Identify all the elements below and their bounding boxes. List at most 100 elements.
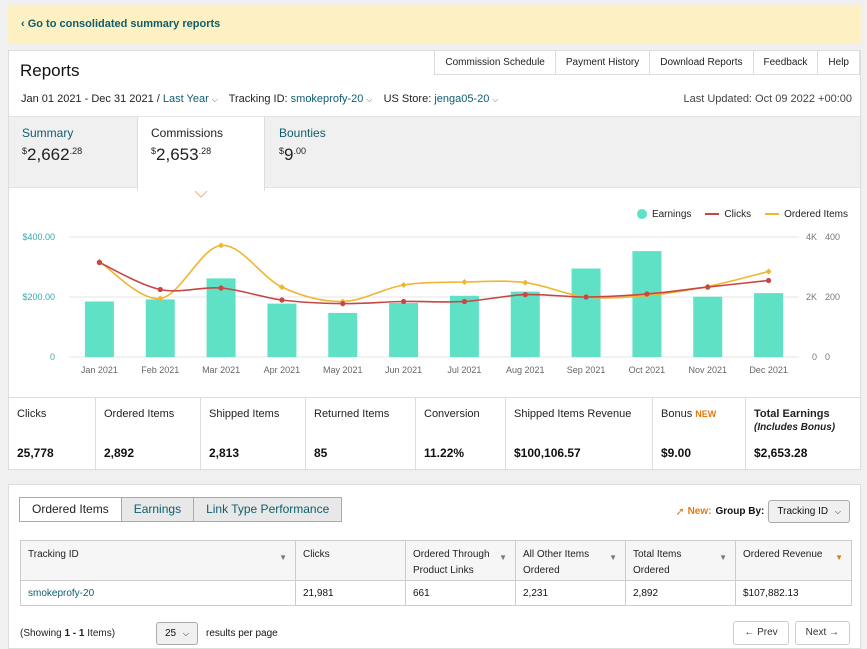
metric-clicks: Clicks 25,778 <box>9 398 96 471</box>
rocket-icon: ➚ <box>675 506 685 518</box>
x-tick-label: Oct 2021 <box>629 365 666 375</box>
col-ordered-through[interactable]: Ordered Through Product Links ▼ <box>405 540 516 581</box>
earnings-bar <box>389 303 419 357</box>
left-tick-label: $200.00 <box>22 292 55 302</box>
summary-tabs: Summary $2,662.28 Commissions $2,653.28 … <box>9 116 860 191</box>
feedback-link[interactable]: Feedback <box>752 51 819 75</box>
period-dropdown[interactable]: Last Year <box>162 93 209 105</box>
legend-ordered[interactable]: Ordered Items <box>765 209 848 220</box>
sort-icon: ▼ <box>279 553 287 562</box>
chevron-down-icon: ⌵ <box>211 95 218 104</box>
download-reports-link[interactable]: Download Reports <box>649 51 754 75</box>
new-badge: NEW <box>695 409 717 419</box>
details-panel: Ordered Items Earnings Link Type Perform… <box>8 484 861 649</box>
chart-lines <box>96 242 772 307</box>
earnings-bar <box>267 303 297 357</box>
legend-earnings[interactable]: Earnings <box>636 209 691 220</box>
clicks-point <box>157 286 163 293</box>
ordered-items-point <box>157 295 164 302</box>
chevron-down-icon: ⌵ <box>182 629 189 638</box>
tab-commissions[interactable]: Commissions $2,653.28 <box>137 117 265 191</box>
showing-count: (Showing 1 - 1 Items) <box>20 628 116 639</box>
table-row: smokeprofy-20 21,981 661 2,231 2,892 $10… <box>20 580 852 606</box>
x-tick-label: Feb 2021 <box>141 365 179 375</box>
sort-icon: ▼ <box>499 553 507 562</box>
x-tick-label: Jan 2021 <box>81 365 118 375</box>
left-tick-label: $400.00 <box>22 232 55 242</box>
tracking-id-link[interactable]: smokeprofy-20 <box>28 587 95 599</box>
ordered-tick-label: 0 <box>825 352 830 362</box>
clicks-point <box>644 291 650 297</box>
filters-bar: Jan 01 2021 - Dec 31 2021 / Last Year ⌵ T… <box>21 93 506 105</box>
metric-conversion: Conversion 11.22% <box>416 398 506 471</box>
chevron-down-icon: ⌵ <box>366 95 373 104</box>
pagination: ← Prev Next → <box>733 621 850 645</box>
x-tick-label: Nov 2021 <box>688 365 727 375</box>
earnings-bar <box>84 301 114 357</box>
metrics-row: Clicks 25,778 Ordered Items 2,892 Shipped … <box>9 397 860 471</box>
next-button[interactable]: Next → <box>794 621 850 645</box>
detail-tabs: Ordered Items Earnings Link Type Perform… <box>19 497 343 522</box>
tab-summary[interactable]: Summary $2,662.28 <box>9 117 137 189</box>
clicks-tick-label: 0 <box>812 352 817 362</box>
tab-bounties[interactable]: Bounties $9.00 <box>265 117 395 189</box>
tab-commissions-label: Commissions <box>151 126 224 140</box>
store-label: US Store: <box>383 93 435 105</box>
tab-link-type-performance[interactable]: Link Type Performance <box>193 497 343 522</box>
ordered-items-table: Tracking ID ▼ Clicks Ordered Through Produ… <box>20 540 852 606</box>
col-total-items[interactable]: Total Items Ordered ▼ <box>625 540 736 581</box>
earnings-bar <box>754 293 784 357</box>
prev-button[interactable]: ← Prev <box>733 621 789 645</box>
sort-icon: ▼ <box>719 553 727 562</box>
last-updated: Last Updated: Oct 09 2022 +00:00 <box>683 93 853 105</box>
ordered-items-line <box>98 244 769 303</box>
clicks-point <box>583 294 589 300</box>
page-title: Reports <box>20 61 80 80</box>
tracking-id-dropdown[interactable]: smokeprofy-20 <box>290 93 364 105</box>
x-tick-label: Dec 2021 <box>749 365 788 375</box>
col-all-other-items[interactable]: All Other Items Ordered ▼ <box>515 540 626 581</box>
col-tracking-id[interactable]: Tracking ID ▼ <box>20 540 296 581</box>
ordered-items-point <box>461 279 468 285</box>
col-clicks[interactable]: Clicks <box>295 540 406 581</box>
chart-grid <box>69 191 799 358</box>
metric-ordered-items: Ordered Items 2,892 <box>96 398 201 471</box>
left-tick-label: 0 <box>50 352 55 362</box>
metric-total-earnings: Total Earnings (Includes Bonus) $2,653.28 <box>754 408 836 460</box>
store-dropdown[interactable]: jenga05-20 <box>434 93 490 105</box>
payment-history-link[interactable]: Payment History <box>554 51 651 75</box>
earnings-bar <box>449 295 479 357</box>
col-ordered-revenue[interactable]: Ordered Revenue ▼ <box>735 540 852 581</box>
tab-bounties-label: Bounties <box>279 126 326 140</box>
metric-bonus: Bonus NEW $9.00 <box>653 398 746 471</box>
commission-schedule-link[interactable]: Commission Schedule <box>434 51 556 75</box>
earnings-bar <box>145 299 175 357</box>
clicks-tick-label: 2K <box>806 292 817 302</box>
per-page-select[interactable]: 25 ⌵ <box>156 622 198 645</box>
consolidated-reports-link[interactable]: ‹ Go to consolidated summary reports <box>21 18 221 30</box>
clicks-point <box>400 298 407 305</box>
x-tick-label: Sep 2021 <box>567 365 606 375</box>
chevron-down-icon: ⌵ <box>834 507 841 516</box>
ordered-items-point <box>400 282 407 288</box>
chevron-down-icon: ⌵ <box>492 95 499 104</box>
earnings-bar <box>328 312 358 357</box>
earnings-bar <box>632 251 662 357</box>
ordered-items-point <box>278 284 285 291</box>
tab-earnings[interactable]: Earnings <box>120 497 195 522</box>
clicks-point <box>705 284 711 290</box>
ordered-items-point <box>765 268 772 275</box>
reports-panel: Reports Commission Schedule Payment Hist… <box>8 50 861 471</box>
sort-icon: ▼ <box>609 553 617 562</box>
x-tick-label: Mar 2021 <box>202 365 240 375</box>
tab-ordered-items[interactable]: Ordered Items <box>19 497 122 522</box>
clicks-point <box>765 277 772 284</box>
group-by-select[interactable]: Tracking ID ⌵ <box>768 500 850 523</box>
help-link[interactable]: Help <box>817 51 860 75</box>
metric-shipped-revenue: Shipped Items Revenue $100,106.57 <box>506 398 653 471</box>
clicks-line <box>99 261 769 305</box>
ordered-items-point <box>522 279 529 286</box>
tab-summary-label: Summary <box>22 126 74 140</box>
legend-clicks[interactable]: Clicks <box>705 209 751 220</box>
